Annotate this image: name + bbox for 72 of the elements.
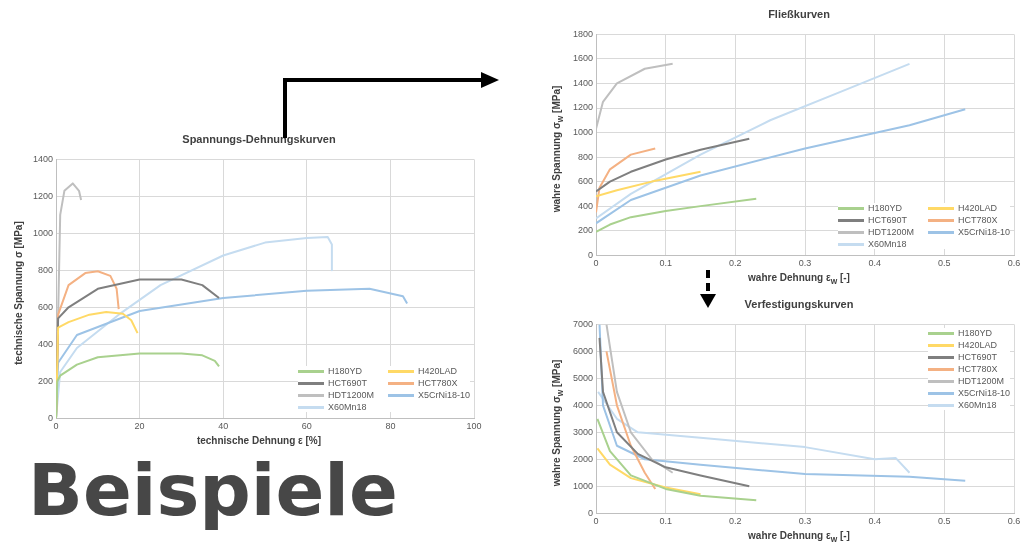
y-tick-label: 200	[37, 375, 54, 386]
legend-label: X60Mn18	[328, 402, 367, 413]
chart-title: Fließkurven	[767, 8, 831, 20]
x-tick-label: 0.3	[798, 258, 812, 269]
y-tick-label: 600	[37, 301, 54, 312]
legend-label: X5CrNi18-10	[418, 390, 471, 401]
legend-label: HCT780X	[958, 364, 998, 375]
legend-label: H420LAD	[958, 203, 998, 214]
legend-label: HDT1200M	[958, 376, 1005, 387]
x-axis-title: wahre Dehnung ε$_{w}$ [-]	[747, 530, 851, 544]
x-tick-label: 0.5	[938, 516, 951, 527]
x-axis-title: wahre Dehnung ε$_{w}$ [-]	[747, 272, 851, 286]
y-tick-label: 400	[37, 338, 54, 349]
y-tick-label: 1400	[32, 153, 54, 164]
y-tick-label: 3000	[572, 426, 594, 437]
y-tick-label: 800	[577, 151, 594, 162]
legend-label: X5CrNi18-10	[958, 388, 1011, 399]
y-tick-label: 1200	[572, 102, 594, 113]
x-tick-label: 0.2	[729, 516, 742, 527]
y-tick-label: 400	[577, 200, 594, 211]
y-tick-label: 1600	[572, 53, 594, 64]
x-tick-label: 100	[466, 421, 482, 432]
y-tick-label: 1400	[572, 77, 594, 88]
legend-label: H420LAD	[958, 340, 998, 351]
y-tick-label: 4000	[572, 399, 594, 410]
x-tick-label: 0.2	[729, 258, 742, 269]
y-tick-label: 1000	[572, 480, 594, 491]
text: Beispiele	[28, 448, 399, 532]
y-tick-label: 0	[588, 249, 594, 260]
legend-label: HCT690T	[958, 352, 998, 363]
y-tick-label: 6000	[572, 345, 594, 356]
x-tick-label: 0.6	[1007, 516, 1021, 527]
x-tick-label: 0.1	[659, 516, 672, 527]
legend-label: H180YD	[328, 366, 363, 377]
legend-label: H180YD	[868, 203, 903, 214]
x-tick-label: 40	[218, 421, 229, 432]
x-tick-label: 80	[385, 421, 396, 432]
x-tick-label: 20	[134, 421, 145, 432]
legend-label: X60Mn18	[868, 239, 907, 250]
y-tick-label: 200	[577, 225, 594, 236]
chart-title: Spannungs-Dehnungskurven	[181, 133, 337, 145]
legend-label: HDT1200M	[868, 227, 915, 238]
y-tick-label: 0	[48, 412, 54, 423]
y-tick-label: 600	[577, 176, 594, 187]
x-tick-label: 0.6	[1007, 258, 1021, 269]
legend-label: H420LAD	[418, 366, 458, 377]
legend-label: HCT690T	[868, 215, 908, 226]
legend-label: H180YD	[958, 328, 993, 339]
legend-label: X5CrNi18-10	[958, 227, 1011, 238]
x-axis-title: technische Dehnung ε [%]	[195, 435, 323, 446]
y-tick-label: 7000	[572, 318, 594, 329]
y-tick-label: 1800	[572, 28, 594, 39]
y-tick-label: 800	[37, 264, 54, 275]
x-tick-label: 0.4	[868, 516, 881, 527]
x-tick-label: 0.1	[659, 258, 672, 269]
legend-label: HCT780X	[958, 215, 998, 226]
x-tick-label: 0.5	[938, 258, 951, 269]
y-tick-label: 0	[588, 507, 594, 518]
y-tick-label: 2000	[572, 453, 594, 464]
legend-label: HDT1200M	[328, 390, 375, 401]
y-tick-label: 1000	[572, 127, 594, 138]
y-axis-title: technische Spannung σ [MPa]	[12, 221, 24, 365]
x-tick-label: 0.3	[798, 516, 812, 527]
y-tick-label: 1200	[32, 190, 54, 201]
x-tick-label: 60	[301, 421, 312, 432]
y-tick-label: 5000	[572, 372, 594, 383]
x-tick-label: 0.4	[868, 258, 881, 269]
chart-title: Verfestigungskurven	[743, 298, 855, 310]
legend-label: HCT690T	[328, 378, 368, 389]
legend-label: HCT780X	[418, 378, 458, 389]
legend-label: X60Mn18	[958, 400, 997, 411]
y-tick-label: 1000	[32, 227, 54, 238]
